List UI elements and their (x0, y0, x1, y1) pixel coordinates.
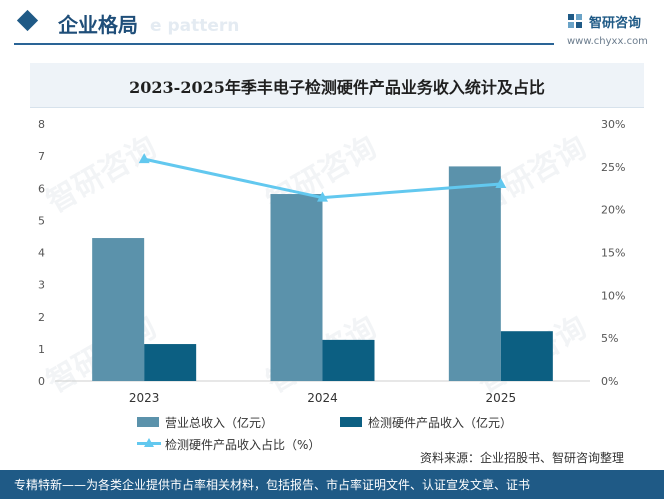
legend-hardware-swatch (340, 417, 362, 427)
y-right-tick-label: 30% (601, 118, 625, 131)
legend-share-marker-icon (144, 438, 154, 447)
footer-text: 专精特新——为各类企业提供市占率相关材料，包括报告、市占率证明文件、认证宣发文章… (14, 478, 531, 492)
chart-title: 2023-2025年季丰电子检测硬件产品业务收入统计及占比 (129, 78, 545, 97)
y-left-tick-label: 5 (38, 214, 45, 227)
legend-label: 检测硬件产品收入占比（%） (165, 438, 321, 452)
y-left-tick-label: 3 (38, 279, 45, 292)
y-left-tick-label: 7 (38, 150, 45, 163)
y-right-tick-label: 5% (601, 332, 618, 345)
section-title: 企业格局 (58, 13, 138, 37)
y-left-tick-label: 2 (38, 311, 45, 324)
x-tick-label: 2023 (129, 391, 160, 405)
revenue-bar (270, 194, 323, 381)
legend-label: 检测硬件产品收入（亿元） (368, 416, 513, 430)
y-left-tick-label: 1 (38, 343, 45, 356)
share-point (138, 153, 150, 164)
brand-logo-icon (568, 14, 582, 28)
share-point (495, 177, 507, 188)
y-left-tick-label: 0 (38, 375, 45, 388)
y-right-tick-label: 15% (601, 247, 625, 260)
chart-title-bar: 2023-2025年季丰电子检测硬件产品业务收入统计及占比 (30, 63, 644, 108)
revenue-bar (448, 166, 501, 381)
x-tick-label: 2025 (486, 391, 517, 405)
y-left-tick-label: 6 (38, 182, 45, 195)
brand-url: www.chyxx.com (567, 36, 648, 47)
y-right-tick-label: 0% (601, 375, 618, 388)
share-point (317, 191, 328, 202)
legend-label: 营业总收入（亿元） (165, 416, 274, 430)
y-right-tick-label: 10% (601, 289, 625, 302)
y-left-tick-label: 8 (38, 118, 45, 131)
source-note: 资料来源：企业招股书、智研咨询整理 (420, 451, 625, 465)
brand-name: 智研咨询 (589, 16, 642, 31)
header-background-word: e pattern (150, 16, 240, 36)
chart-svg: 0 1 2 3 4 5 6 7 8 0% 5% 10% 15% 20% 25% 30% 2023 2024 2025 (38, 118, 625, 405)
revenue-bar (92, 238, 145, 381)
y-right-tick-label: 20% (601, 204, 625, 217)
hardware-revenue-bar (500, 331, 553, 381)
footer-bar: 专精特新——为各类企业提供市占率相关材料，包括报告、市占率证明文件、认证宣发文章… (0, 470, 664, 499)
y-right-tick-label: 25% (601, 161, 625, 174)
x-tick-label: 2024 (307, 391, 338, 405)
hardware-revenue-bar (322, 339, 375, 381)
legend-revenue-swatch (137, 417, 159, 427)
hardware-revenue-bar (144, 344, 197, 381)
header: e pattern 企业格局 (0, 0, 664, 50)
y-left-tick-label: 4 (38, 247, 45, 260)
header-rule (14, 43, 554, 45)
